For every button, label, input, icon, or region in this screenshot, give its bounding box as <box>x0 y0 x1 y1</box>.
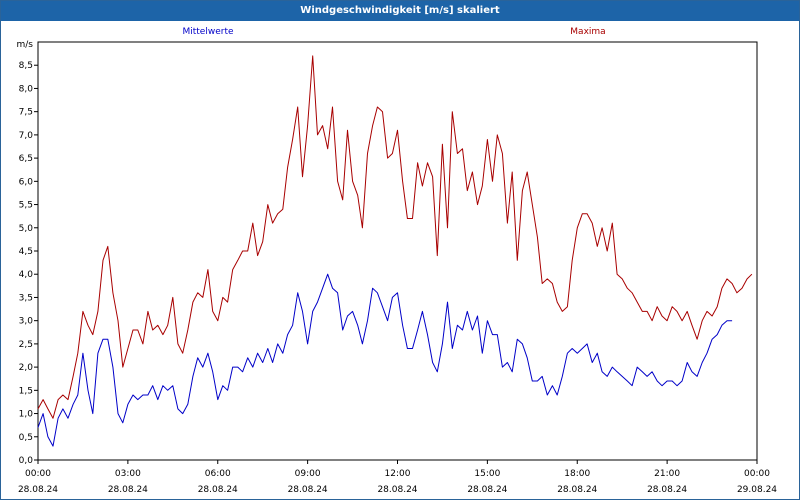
y-tick-label: 8,0 <box>19 84 34 94</box>
x-tick-time: 03:00 <box>115 469 141 479</box>
series-line-mittelwerte <box>37 273 733 447</box>
x-tick-time: 21:00 <box>654 469 680 479</box>
y-tick-label: 4,5 <box>19 247 33 257</box>
x-tick-date: 28.08.24 <box>108 485 148 495</box>
legend: Mittelwerte Maxima <box>182 27 605 37</box>
y-tick-label: 7,0 <box>19 131 34 141</box>
x-tick-date: 28.08.24 <box>647 485 687 495</box>
y-tick-label: 3,5 <box>19 293 33 303</box>
y-tick-label: 0,5 <box>19 433 33 443</box>
x-tick-time: 15:00 <box>474 469 500 479</box>
x-tick-date: 28.08.24 <box>467 485 507 495</box>
x-tick-date: 29.08.24 <box>737 485 777 495</box>
axes <box>34 41 758 464</box>
y-tick-label: 6,0 <box>19 177 34 187</box>
legend-mittelwerte: Mittelwerte <box>182 27 233 37</box>
y-tick-label: 6,5 <box>19 154 33 164</box>
y-tick-label: 1,5 <box>19 386 33 396</box>
y-tick-label: 7,5 <box>19 108 33 118</box>
chart-title: Windgeschwindigkeit [m/s] skaliert <box>1 1 799 21</box>
plot-area <box>37 41 758 461</box>
x-tick-date: 28.08.24 <box>18 485 58 495</box>
y-tick-label: 0,0 <box>19 456 34 466</box>
y-tick-label: 8,5 <box>19 61 33 71</box>
y-tick-label: 5,0 <box>19 224 34 234</box>
x-tick-time: 18:00 <box>564 469 590 479</box>
x-tick-time: 12:00 <box>385 469 411 479</box>
legend-maxima: Maxima <box>570 27 605 37</box>
series-lines <box>37 55 753 447</box>
x-tick-time: 06:00 <box>205 469 231 479</box>
y-tick-label: 1,0 <box>19 410 34 420</box>
x-tick-time: 00:00 <box>25 469 51 479</box>
y-unit-label: m/s <box>17 40 34 50</box>
y-tick-labels: 0,0 0,5 1,0 1,5 2,0 2,5 3,0 3,5 4,0 4,5 5,0 5,5 6,0 6… <box>17 40 34 466</box>
y-tick-label: 5,5 <box>19 201 33 211</box>
y-tick-label: 3,0 <box>19 317 34 327</box>
y-tick-label: 2,0 <box>19 363 34 373</box>
x-tick-time: 00:00 <box>744 469 770 479</box>
y-tick-label: 4,0 <box>19 270 34 280</box>
x-tick-date: 28.08.24 <box>288 485 328 495</box>
x-tick-date: 28.08.24 <box>377 485 417 495</box>
x-tick-date: 28.08.24 <box>198 485 238 495</box>
x-tick-time: 09:00 <box>295 469 321 479</box>
x-tick-labels: 00:00 28.08.24 03:00 28.08.24 06:00 28.08.24 0… <box>18 469 777 495</box>
series-line-maxima <box>37 55 753 419</box>
x-tick-date: 28.08.24 <box>557 485 597 495</box>
y-tick-label: 2,5 <box>19 340 33 350</box>
